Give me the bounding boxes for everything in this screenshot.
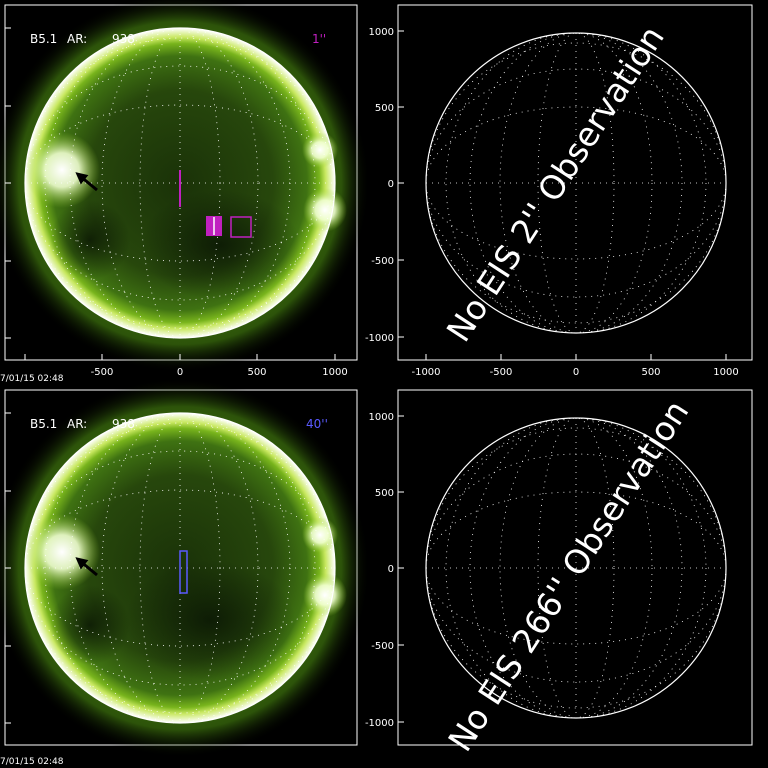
y-tick-label: 1000	[369, 412, 394, 423]
x-tick-label: 1000	[322, 367, 347, 378]
solar-limb	[425, 417, 727, 719]
x-tick-labels: -1000 -500 0 500 1000	[411, 367, 738, 378]
eis-raster-outline	[179, 550, 188, 594]
tick-marks	[398, 30, 727, 360]
ar-number: 938	[112, 417, 135, 431]
eis-raster-outline	[230, 216, 252, 238]
y-tick-label: -500	[371, 256, 394, 267]
goes-class: B5.1	[30, 32, 57, 46]
x-tick-label: 1000	[713, 367, 738, 378]
panel-top-right: -1000 -500 0 500 1000 1000 500 0 -500 -1…	[365, 4, 753, 378]
x-tick-label: 0	[177, 367, 183, 378]
flare-arrow	[75, 172, 98, 192]
x-tick-labels: -500 0 500 1000	[91, 367, 348, 378]
sun-image	[0, 0, 370, 373]
no-observation-label: No EIS 2'' Observation	[439, 19, 672, 349]
panel-bottom-right: 1000 500 0 -500 -1000 No EIS 266'' Obser…	[365, 389, 753, 758]
y-tick-label: 0	[388, 179, 394, 190]
slit-label: 40''	[306, 417, 328, 431]
y-tick-label: 500	[375, 103, 394, 114]
x-tick-label: -500	[490, 367, 513, 378]
slit-label: 1''	[312, 32, 326, 46]
tick-marks	[398, 415, 404, 723]
tick-marks	[5, 412, 11, 724]
x-tick-label: -1000	[411, 367, 440, 378]
ar-label: AR:	[67, 417, 87, 431]
obs-date: 7/01/15 02:48	[0, 757, 64, 767]
y-tick-label: 1000	[369, 27, 394, 38]
ar-label: AR:	[67, 32, 87, 46]
x-tick-label: 500	[641, 367, 660, 378]
flare-arrow	[75, 557, 98, 577]
x-tick-label: 500	[247, 367, 266, 378]
no-observation-label: No EIS 266'' Observation	[440, 393, 696, 758]
goes-class: B5.1	[30, 417, 57, 431]
solar-limb	[425, 32, 727, 334]
solar-limb	[24, 412, 336, 724]
y-tick-label: -500	[371, 641, 394, 652]
solar-limb	[24, 27, 336, 339]
x-ticks	[5, 27, 336, 360]
obs-date: 7/01/15 02:48	[0, 374, 64, 384]
x-tick-label: -500	[91, 367, 114, 378]
y-tick-labels: 1000 500 0 -500 -1000	[365, 412, 394, 729]
y-tick-label: -1000	[365, 718, 394, 729]
x-tick-label: 0	[573, 367, 579, 378]
panel-top-left: B5.1 AR: 938 1'' -500 0 500 1000 7/01/15…	[0, 0, 370, 384]
y-tick-label: -1000	[365, 333, 394, 344]
y-tick-label: 500	[375, 488, 394, 499]
y-tick-labels: 1000 500 0 -500 -1000	[365, 27, 394, 344]
ar-number: 938	[112, 32, 135, 46]
y-tick-label: 0	[388, 564, 394, 575]
panel-bottom-left: B5.1 AR: 938 40'' 7/01/15 02:48	[0, 378, 370, 767]
